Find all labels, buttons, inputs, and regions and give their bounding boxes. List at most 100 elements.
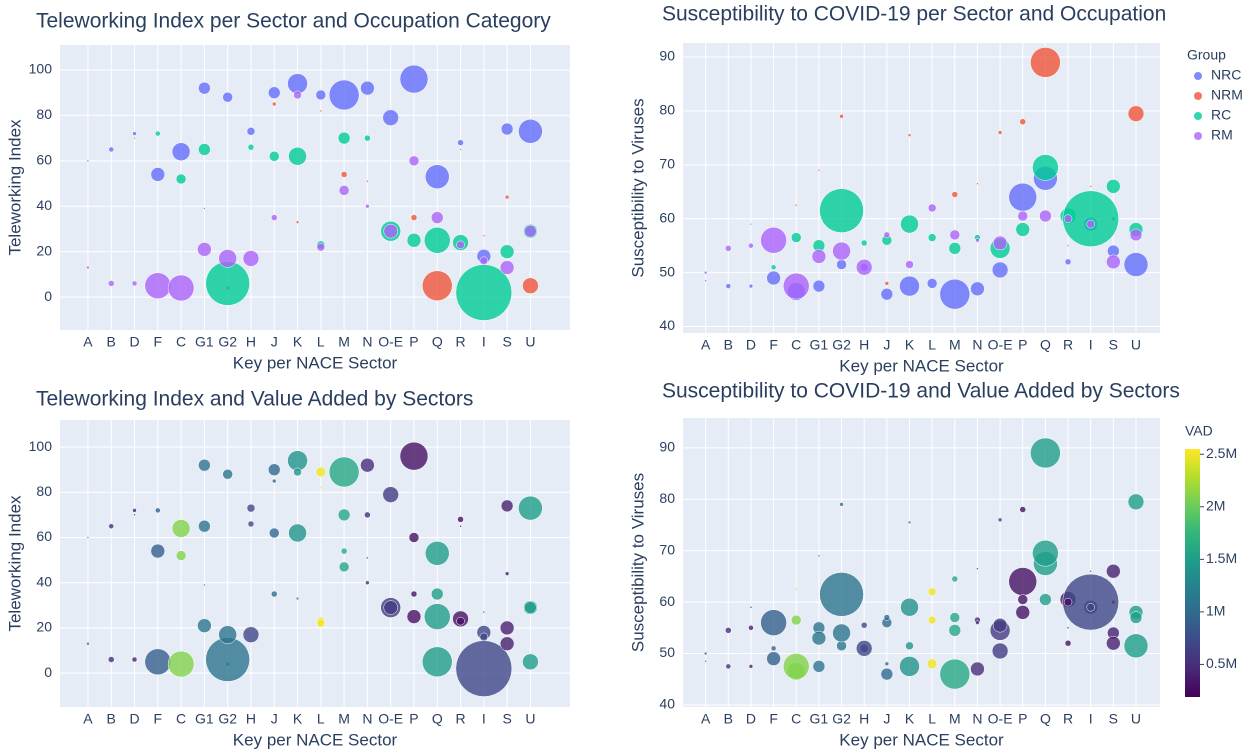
- bubble: [271, 101, 277, 107]
- x-tick-label: Q: [432, 334, 443, 350]
- bubble: [500, 122, 514, 136]
- y-tick-label: 80: [36, 483, 52, 499]
- x-tick-label: F: [769, 711, 778, 727]
- bubble: [1063, 597, 1073, 607]
- bubble: [86, 159, 90, 163]
- legend-title: Group: [1187, 47, 1226, 63]
- bubble: [725, 245, 732, 252]
- bubble: [725, 283, 732, 289]
- bubble: [1064, 639, 1072, 647]
- bubble: [424, 603, 451, 630]
- bubble: [927, 615, 937, 625]
- bubble: [817, 554, 821, 558]
- bubble: [340, 171, 348, 178]
- bubble: [479, 632, 489, 642]
- y-axis-title: Teleworking Index: [5, 119, 24, 256]
- x-tick-label: N: [972, 711, 982, 727]
- y-tick-label: 100: [29, 438, 53, 454]
- bubble: [171, 142, 191, 161]
- x-tick-label: R: [1063, 337, 1073, 353]
- bubble: [997, 130, 1003, 135]
- bubble: [836, 640, 847, 652]
- y-tick-label: 90: [659, 439, 675, 455]
- bubble: [760, 227, 787, 254]
- x-tick-label: G2: [218, 334, 237, 350]
- bubble: [522, 277, 539, 294]
- bubble: [246, 127, 256, 136]
- bubble: [295, 596, 300, 601]
- x-tick-label: S: [502, 711, 511, 727]
- bubble: [383, 600, 398, 615]
- bubble: [812, 660, 826, 673]
- bubble: [1066, 244, 1070, 247]
- bubble: [295, 220, 300, 224]
- bubble: [1030, 437, 1061, 469]
- bubble: [811, 630, 827, 646]
- legend-label: RM: [1211, 127, 1233, 143]
- x-tick-label: J: [271, 711, 278, 727]
- legend-marker: [1194, 112, 1202, 120]
- x-tick-label: P: [1018, 337, 1027, 353]
- legend-label: RC: [1211, 107, 1231, 123]
- bubble: [205, 637, 250, 682]
- bubble: [939, 278, 971, 310]
- x-tick-label: K: [905, 711, 915, 727]
- bubble: [319, 486, 323, 490]
- bubble: [133, 136, 136, 140]
- x-tick-label: O-E: [378, 334, 403, 350]
- bubble: [927, 203, 937, 213]
- x-tick-label: B: [724, 337, 733, 353]
- bubble: [203, 207, 206, 210]
- bubble: [949, 612, 961, 623]
- legend-marker: [1194, 132, 1202, 140]
- bubble: [883, 231, 891, 239]
- colorbar-tick-label: 2.5M: [1206, 445, 1237, 461]
- bubble: [287, 450, 308, 471]
- bubble: [408, 155, 420, 167]
- bubble: [315, 89, 327, 101]
- bubble: [316, 619, 326, 628]
- bubble: [899, 275, 920, 297]
- bubble: [855, 640, 873, 657]
- bubble: [108, 146, 114, 153]
- bubble: [366, 556, 369, 560]
- bubble: [884, 281, 890, 286]
- bubble: [459, 524, 462, 528]
- plot-area: [703, 437, 1149, 690]
- bubble: [997, 517, 1003, 523]
- bubble: [198, 81, 211, 95]
- bubble: [832, 623, 851, 643]
- y-tick-label: 50: [659, 263, 675, 279]
- legend-marker: [1194, 92, 1202, 100]
- bubble: [337, 508, 351, 522]
- bubble: [884, 661, 890, 667]
- bubble: [1123, 633, 1149, 659]
- bubble: [316, 242, 326, 252]
- x-tick-label: H: [859, 337, 869, 353]
- x-tick-label: N: [362, 334, 372, 350]
- bubble: [905, 260, 914, 269]
- bubble: [222, 468, 233, 480]
- bubble: [247, 143, 255, 151]
- y-tick-label: 60: [36, 528, 52, 544]
- bubble: [222, 91, 233, 103]
- bubble: [1123, 252, 1149, 277]
- x-tick-label: O-E: [988, 711, 1013, 727]
- bubble: [198, 143, 211, 156]
- bubble: [270, 214, 278, 221]
- y-tick-label: 0: [44, 664, 52, 680]
- x-tick-label: J: [883, 711, 890, 727]
- bubble: [951, 191, 959, 198]
- bubble: [1064, 258, 1072, 266]
- x-tick-label: H: [246, 334, 256, 350]
- bubble: [992, 235, 1008, 251]
- bubble: [198, 458, 211, 472]
- bubble: [1030, 47, 1061, 78]
- bubble: [131, 656, 138, 663]
- bubble: [811, 249, 827, 264]
- x-tick-label: I: [1089, 711, 1093, 727]
- x-tick-label: N: [972, 337, 982, 353]
- y-tick-label: 20: [36, 242, 52, 258]
- x-tick-label: K: [905, 337, 915, 353]
